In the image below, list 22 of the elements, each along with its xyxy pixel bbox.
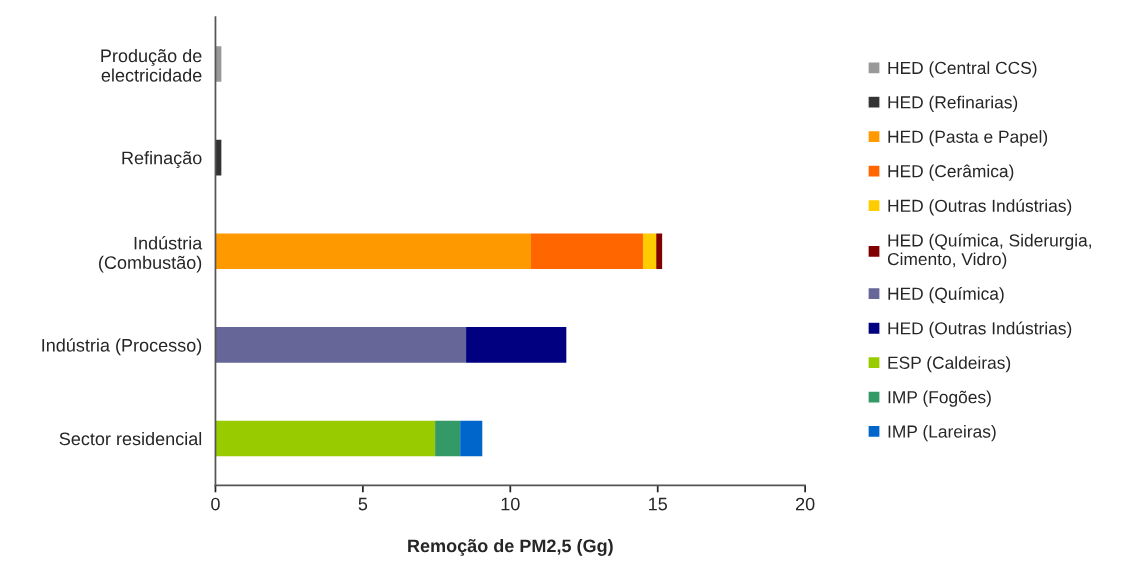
legend-label: IMP (Lareiras) <box>888 424 996 442</box>
legend-label: HED (Cerâmica) <box>888 164 1014 181</box>
legend-label: IMP (Fogões) <box>888 390 991 407</box>
legend-label: ESP (Caldeiras) <box>888 356 1011 373</box>
x-tick-label: 5 <box>358 497 368 511</box>
legend-label: HED (Pasta e Papel) <box>888 130 1048 147</box>
legend-label: HED (Outras Indústrias) <box>888 321 1072 338</box>
legend-label: HED (Outras Indústrias) <box>888 199 1072 216</box>
legend-label: HED (Central CCS) <box>888 61 1037 78</box>
legend-label: HED (Química, Siderurgia, Cimento, Vidro) <box>887 233 1091 269</box>
x-tick-label: 10 <box>501 497 520 511</box>
x-axis-title: Remoção de PM2,5 (Gg) <box>408 538 613 556</box>
x-tick-label: 20 <box>796 497 815 511</box>
y-tick-label: Sector residencial <box>59 431 202 446</box>
y-tick-label: Produção de electricidade <box>101 48 202 82</box>
x-tick-label: 0 <box>211 497 220 511</box>
legend-label: HED (Química) <box>888 286 1004 304</box>
y-tick-label: Refinação <box>122 151 202 168</box>
x-tick-label: 15 <box>649 497 668 511</box>
y-tick-label: Indústria (Processo) <box>42 338 202 356</box>
y-tick-label: Indústria (Combustão) <box>99 236 203 273</box>
legend-label: HED (Refinarias) <box>888 95 1018 112</box>
